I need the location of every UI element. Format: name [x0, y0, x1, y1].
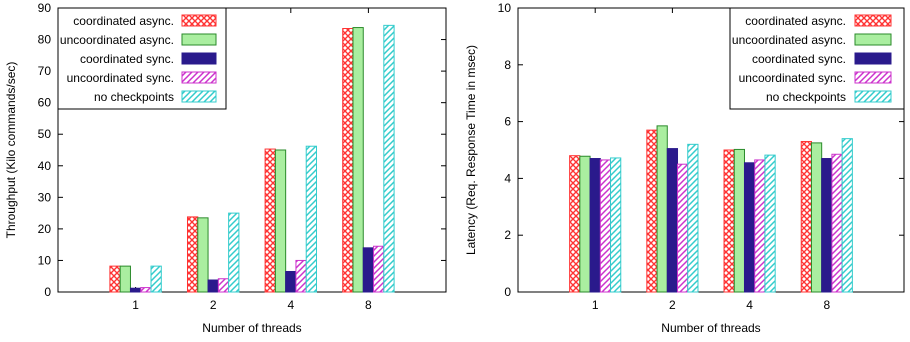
latency-bar-coordinated-sync-1 — [589, 158, 601, 293]
latency-bar-uncoordinated-sync-4 — [754, 159, 766, 293]
throughput-bar-no-checkpoints-8 — [383, 24, 395, 293]
latency-bar-uncoordinated-async-4 — [733, 148, 745, 293]
throughput-ytick-label: 50 — [38, 127, 52, 141]
throughput-ytick-label: 80 — [38, 33, 52, 47]
throughput-bar-coordinated-sync-8 — [362, 247, 375, 293]
throughput-ytick-label: 40 — [38, 159, 52, 173]
throughput-bar-coordinated-async-4 — [264, 148, 276, 293]
throughput-bar-uncoordinated-sync-4 — [295, 259, 307, 293]
latency-ytick-label: 2 — [504, 228, 511, 242]
throughput-bar-no-checkpoints-4 — [305, 145, 318, 293]
throughput-ytick-label: 20 — [38, 222, 52, 236]
throughput-legend-label: uncoordinated sync. — [67, 71, 174, 85]
latency-bar-uncoordinated-sync-1 — [599, 159, 612, 293]
latency-bar-no-checkpoints-1 — [610, 157, 622, 293]
throughput-ytick-label: 70 — [38, 64, 52, 78]
latency-bar-no-checkpoints-8 — [841, 138, 853, 293]
latency-ytick-label: 6 — [504, 115, 511, 129]
latency-bar-coordinated-async-2 — [646, 129, 658, 293]
throughput-xtick-label: 1 — [132, 298, 139, 312]
latency-bar-coordinated-async-8 — [800, 140, 812, 293]
latency-bar-coordinated-async-4 — [723, 149, 735, 293]
latency-xtick-label: 2 — [669, 298, 676, 312]
latency-y-axis-title: Latency (Req. Response Time in msec) — [464, 45, 478, 255]
latency-legend-label: coordinated async. — [745, 14, 846, 28]
latency-plot-frame — [517, 7, 905, 293]
throughput-x-axis-title: Number of threads — [202, 321, 301, 335]
latency-bar-coordinated-async-1 — [569, 155, 581, 293]
latency-xtick-label: 1 — [592, 298, 599, 312]
latency-legend-swatch — [854, 52, 892, 65]
throughput-chart: 0 10 20 30 40 50 60 70 80 90 1 2 4 8 Number of threads… — [4, 1, 447, 335]
throughput-ytick-label: 60 — [38, 96, 52, 110]
latency-legend-label: coordinated sync. — [752, 52, 846, 66]
latency-bar-uncoordinated-async-1 — [579, 155, 591, 293]
latency-legend-label: no checkpoints — [766, 90, 846, 104]
throughput-legend-label: no checkpoints — [94, 90, 174, 104]
throughput-bar-uncoordinated-sync-8 — [373, 245, 385, 293]
latency-bar-uncoordinated-async-8 — [810, 142, 823, 293]
throughput-y-axis-title: Throughput (Kilo commands/sec) — [4, 62, 18, 239]
throughput-bar-coordinated-async-1 — [109, 265, 121, 293]
throughput-ytick-label: 0 — [44, 285, 51, 299]
throughput-bar-uncoordinated-sync-1 — [140, 287, 152, 293]
latency-ytick-label: 0 — [504, 285, 511, 299]
throughput-legend-swatch — [181, 71, 217, 84]
latency-bar-coordinated-sync-8 — [821, 158, 833, 293]
throughput-legend-label: coordinated async. — [73, 14, 174, 28]
throughput-bar-uncoordinated-async-8 — [352, 27, 364, 293]
latency-bar-uncoordinated-async-2 — [656, 125, 668, 293]
throughput-bar-coordinated-sync-2 — [207, 279, 219, 293]
throughput-bar-uncoordinated-async-4 — [274, 149, 287, 293]
throughput-legend-label: uncoordinated async. — [60, 33, 174, 47]
latency-bar-coordinated-sync-4 — [743, 162, 756, 293]
throughput-bar-uncoordinated-async-2 — [197, 217, 209, 293]
throughput-bar-uncoordinated-async-1 — [119, 265, 131, 293]
latency-bar-no-checkpoints-4 — [764, 154, 776, 293]
throughput-bar-coordinated-sync-4 — [285, 270, 297, 293]
latency-legend-label: uncoordinated sync. — [739, 71, 846, 85]
latency-xtick-label: 4 — [746, 298, 753, 312]
throughput-xtick-label: 2 — [210, 298, 217, 312]
latency-legend-swatch — [854, 14, 892, 27]
throughput-bar-uncoordinated-sync-2 — [217, 278, 230, 293]
throughput-ytick-label: 30 — [38, 190, 52, 204]
throughput-xtick-label: 4 — [287, 298, 294, 312]
throughput-bar-no-checkpoints-1 — [150, 265, 162, 293]
latency-legend-swatch — [854, 90, 892, 103]
latency-x-axis-title: Number of threads — [661, 321, 760, 335]
latency-ytick-label: 4 — [504, 171, 511, 185]
throughput-xtick-label: 8 — [365, 298, 372, 312]
latency-bar-uncoordinated-sync-8 — [831, 153, 843, 293]
throughput-legend-swatch — [181, 33, 217, 46]
throughput-bar-coordinated-async-8 — [342, 28, 354, 293]
throughput-bar-coordinated-async-2 — [186, 216, 199, 293]
latency-legend-swatch — [854, 71, 892, 84]
throughput-legend-label: coordinated sync. — [80, 52, 174, 66]
latency-bar-uncoordinated-sync-2 — [677, 163, 689, 293]
throughput-legend-swatch — [181, 90, 217, 103]
latency-xtick-label: 8 — [823, 298, 830, 312]
latency-legend-label: uncoordinated async. — [732, 33, 846, 47]
throughput-legend-swatch — [181, 14, 217, 27]
throughput-ytick-label: 10 — [38, 253, 52, 267]
latency-bar-coordinated-sync-2 — [666, 148, 679, 293]
latency-bar-no-checkpoints-2 — [687, 143, 699, 293]
latency-legend-swatch — [854, 33, 892, 46]
throughput-legend-swatch — [181, 52, 217, 65]
latency-ytick-label: 8 — [504, 58, 511, 72]
latency-ytick-label: 10 — [498, 1, 512, 15]
throughput-bar-coordinated-sync-1 — [129, 287, 142, 293]
throughput-ytick-label: 90 — [38, 1, 52, 15]
throughput-bar-no-checkpoints-2 — [228, 212, 240, 293]
throughput-plot-frame — [57, 7, 447, 293]
